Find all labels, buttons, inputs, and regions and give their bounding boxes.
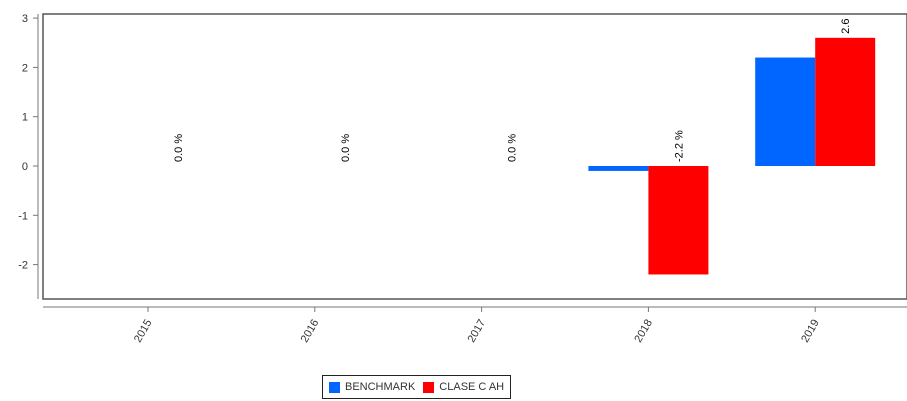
bar-clase-c-ah-2018 (648, 166, 709, 275)
x-tick-label: 2017 (466, 318, 489, 345)
x-axis-ticks: 2015 2016 2017 2018 2019 (132, 307, 822, 345)
y-tick-label: 1 (22, 112, 28, 124)
legend-item: CLASE C AH (423, 381, 504, 393)
bar-benchmark-2018 (588, 166, 649, 171)
legend-item: BENCHMARK (329, 381, 415, 393)
legend-label: BENCHMARK (345, 381, 416, 393)
y-tick-label: -1 (18, 210, 28, 222)
data-label: -2.2 % (673, 130, 685, 162)
legend-swatch (329, 381, 340, 393)
x-tick-label: 2018 (632, 318, 655, 345)
bar-clase-c-ah-2019 (815, 37, 876, 166)
data-label: 0.0 % (507, 134, 519, 162)
y-tick-label: 3 (22, 13, 28, 25)
plot-frame (42, 13, 907, 300)
y-tick-label: -2 (18, 260, 28, 272)
legend: BENCHMARK CLASE C AH (322, 375, 512, 399)
x-tick-label: 2015 (132, 318, 155, 345)
data-label: 0.0 % (173, 134, 185, 162)
data-labels: 0.0 % 0.0 % 0.0 % -2.2 % 2.6 (173, 19, 852, 162)
bars (588, 37, 876, 275)
legend-label: CLASE C AH (439, 381, 505, 393)
data-label: 2.6 (840, 19, 852, 34)
x-tick-label: 2016 (299, 318, 322, 345)
data-label: 0.0 % (340, 134, 352, 162)
legend-swatch (423, 381, 435, 393)
y-tick-label: 0 (22, 161, 28, 173)
bar-benchmark-2019 (755, 57, 816, 166)
y-tick-label: 2 (22, 62, 28, 74)
y-axis-ticks: 3 2 1 0 -1 -2 (18, 13, 38, 272)
x-tick-label: 2019 (799, 318, 822, 345)
